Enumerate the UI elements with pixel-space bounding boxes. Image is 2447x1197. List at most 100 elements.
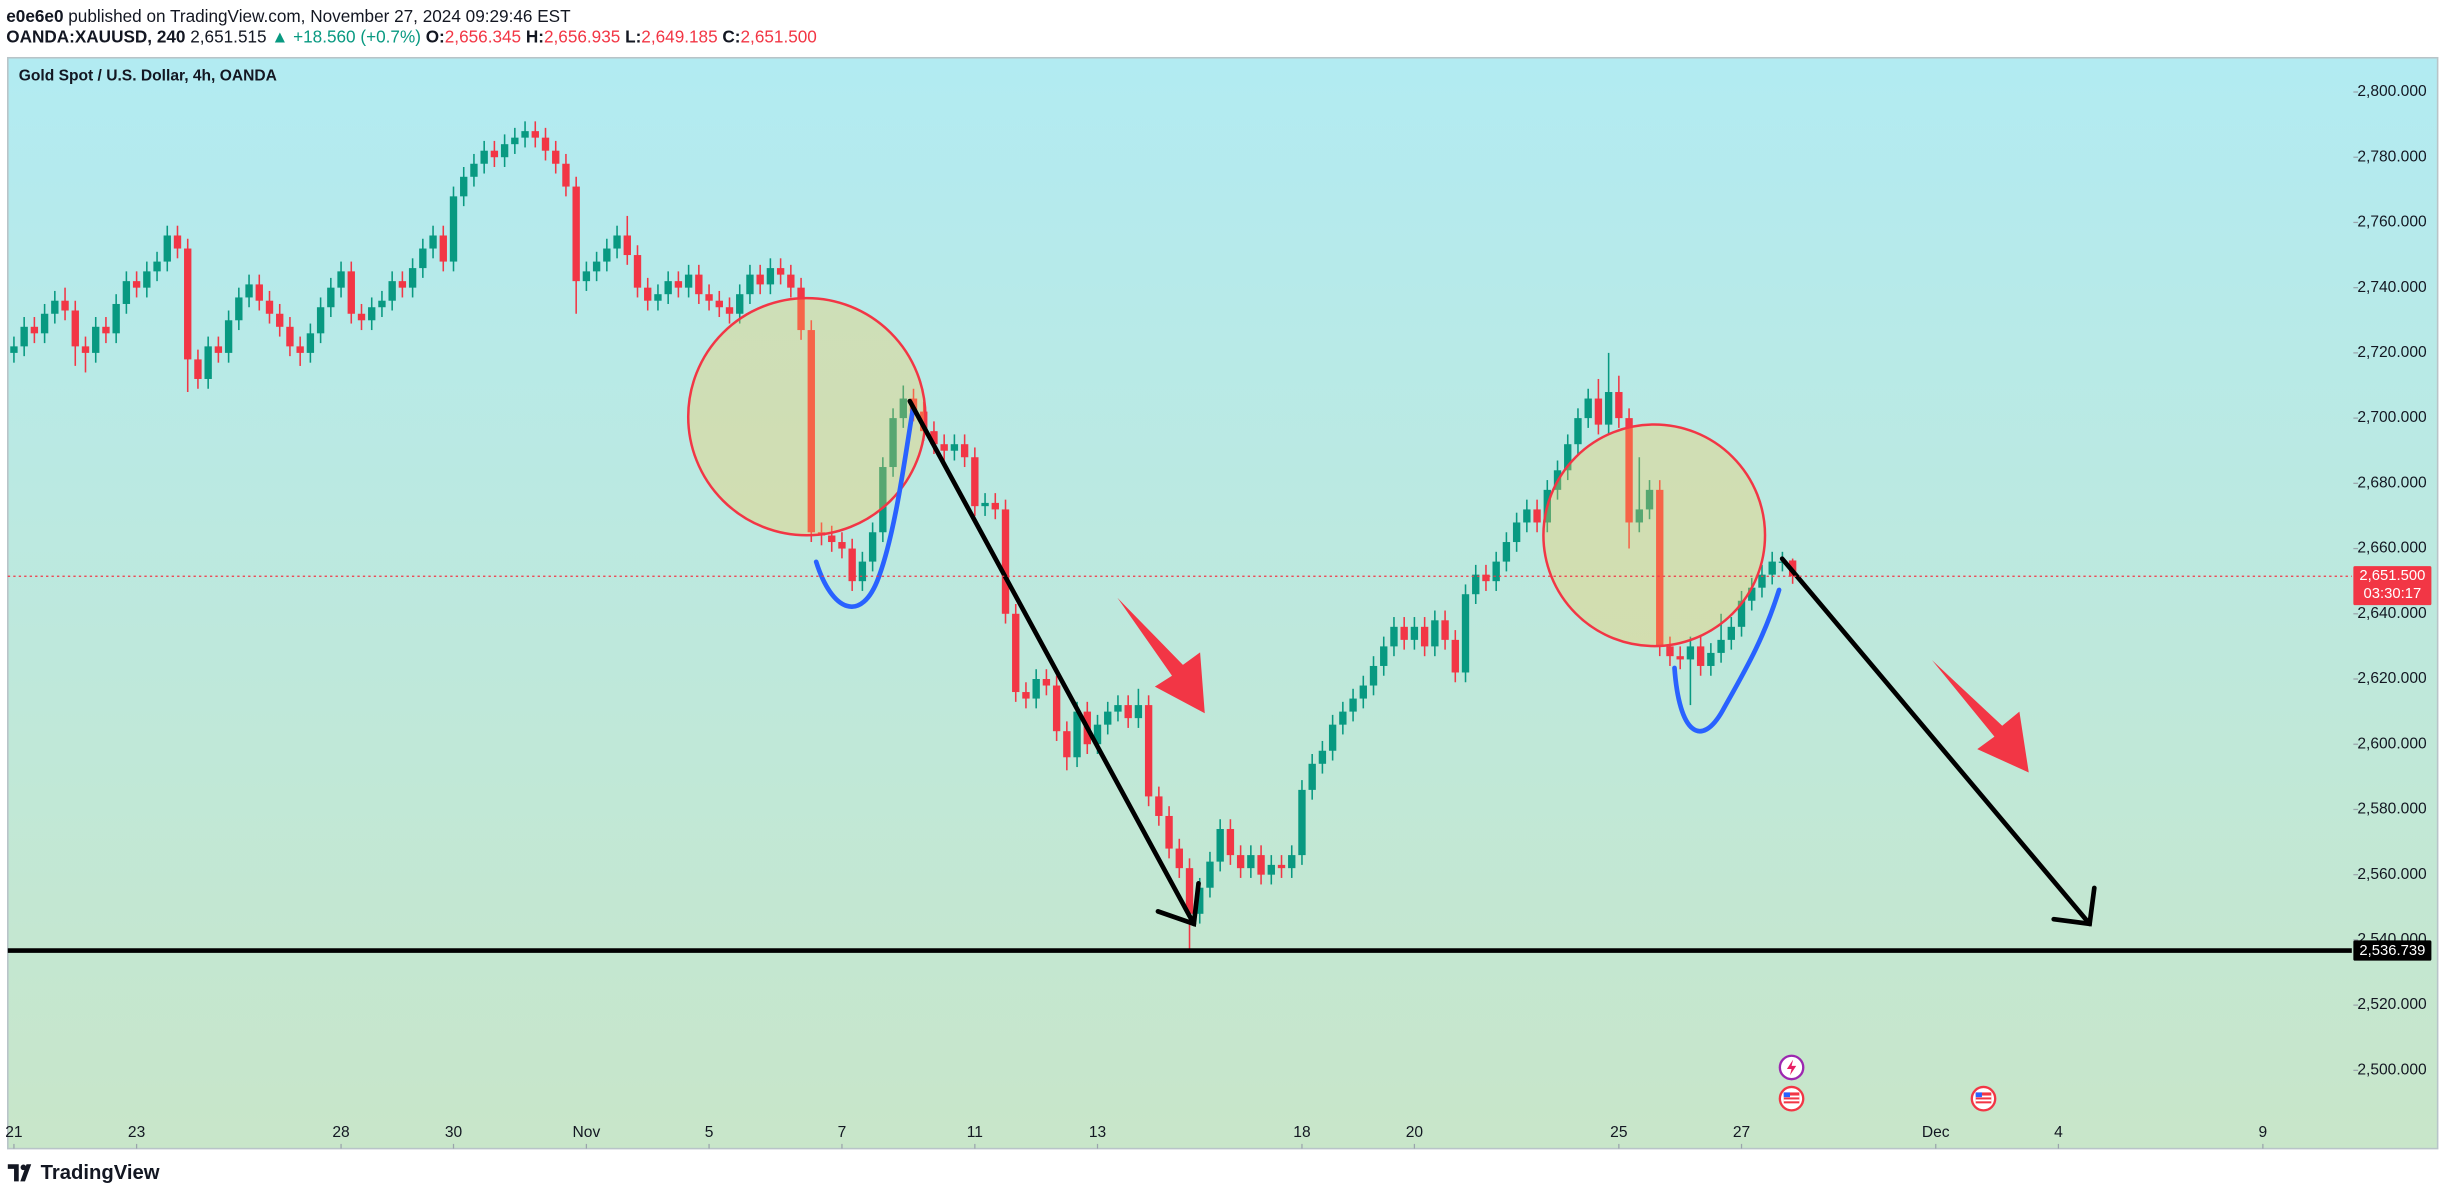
- candle-body: [1451, 639, 1459, 673]
- candle-body: [1420, 626, 1429, 647]
- direction-arrow: [1932, 660, 2029, 773]
- candle-body: [582, 271, 591, 282]
- candle-body: [828, 535, 836, 543]
- event-icon: [1970, 1085, 1997, 1112]
- candle-body: [245, 284, 253, 298]
- candle-body: [756, 274, 764, 285]
- candle-body: [1717, 639, 1725, 653]
- candle-body: [194, 359, 202, 379]
- candle-body: [1696, 646, 1705, 666]
- candle-body: [1359, 685, 1367, 699]
- candle-body: [531, 131, 539, 138]
- ohlc-key: H:: [526, 26, 544, 46]
- candle-body: [776, 268, 785, 275]
- candle-body: [613, 235, 621, 249]
- candle-body: [173, 235, 182, 249]
- candle-body: [1574, 418, 1582, 445]
- candles: [10, 121, 1797, 950]
- candle-body: [633, 255, 642, 288]
- x-tick-label: 4: [2054, 1124, 2063, 1141]
- countdown-label: 03:30:17: [2364, 586, 2422, 602]
- candle-body: [1032, 679, 1040, 699]
- y-tick-label: 2,760.000: [2357, 214, 2427, 231]
- candle-body: [1093, 724, 1102, 745]
- candle-body: [1155, 796, 1163, 816]
- candle-body: [858, 561, 867, 582]
- candle-body: [1737, 600, 1746, 627]
- candle-body: [797, 287, 805, 331]
- candle-body: [1604, 392, 1613, 425]
- candle-body: [1512, 522, 1521, 543]
- candle-body: [1144, 705, 1153, 797]
- candle-body: [511, 137, 519, 145]
- candle-body: [766, 268, 775, 285]
- candle-body: [480, 150, 488, 164]
- candle-body: [1236, 855, 1245, 869]
- candle-body: [920, 411, 928, 432]
- candle-body: [1441, 620, 1449, 640]
- candle-body: [378, 300, 386, 308]
- y-tick-label: 2,580.000: [2357, 801, 2427, 818]
- candle-body: [1748, 587, 1756, 601]
- ohlc-value: 2,656.935: [544, 26, 620, 46]
- candle-body: [265, 300, 274, 314]
- candle-body: [1339, 711, 1347, 725]
- x-tick-label: 18: [1293, 1124, 1310, 1141]
- y-tick-label: 2,620.000: [2357, 670, 2427, 687]
- y-tick-label: 2,600.000: [2357, 735, 2427, 752]
- candle-body: [1308, 763, 1316, 790]
- ohlc-key: L:: [625, 26, 641, 46]
- candle-body: [102, 326, 110, 334]
- trend-arrow: [1779, 556, 2097, 927]
- x-tick-label: 13: [1089, 1124, 1106, 1141]
- candle-body: [1175, 848, 1183, 869]
- candle-body: [981, 502, 989, 507]
- candle-body: [787, 274, 795, 288]
- candle-body: [10, 346, 18, 353]
- last-price-label: 2,651.500: [2359, 568, 2425, 584]
- candle-body: [1676, 656, 1684, 660]
- ohlc-key: O:: [426, 26, 445, 46]
- chart-title: Gold Spot / U.S. Dollar, 4h, OANDA: [19, 68, 277, 85]
- candle-body: [1257, 855, 1265, 875]
- event-icon: [1778, 1085, 1805, 1112]
- candle-body: [1226, 829, 1235, 856]
- candle-body: [1277, 864, 1286, 869]
- candle-body: [1124, 705, 1132, 719]
- candle-body: [163, 235, 171, 262]
- candle-body: [71, 310, 79, 347]
- candle-body: [592, 261, 601, 272]
- candle-body: [1369, 665, 1378, 686]
- candle-body: [1052, 685, 1061, 732]
- candle-body: [1707, 652, 1715, 666]
- candle-body: [746, 274, 754, 295]
- candle-body: [61, 300, 69, 311]
- candle-body: [1523, 509, 1531, 523]
- candle-body: [419, 248, 427, 269]
- candle-body: [1492, 561, 1500, 582]
- publish-line: e0e6e0 published on TradingView.com, Nov…: [6, 6, 571, 26]
- ohlc-value: 2,656.345: [445, 26, 521, 46]
- candle-body: [439, 235, 447, 262]
- support-price-box: [2353, 940, 2432, 961]
- candle-body: [1165, 815, 1173, 849]
- support-price-label: 2,536.739: [2359, 943, 2425, 959]
- y-tick-label: 2,680.000: [2357, 474, 2427, 491]
- candle-body: [1410, 626, 1419, 640]
- candle-body: [20, 326, 28, 347]
- x-tick-label: 25: [1610, 1124, 1628, 1141]
- author: e0e6e0: [6, 6, 63, 26]
- published: published on TradingView.com, November 2…: [68, 6, 571, 26]
- candle-body: [960, 444, 969, 458]
- pattern-curve: [1672, 587, 1782, 734]
- candle-body: [1042, 679, 1051, 686]
- y-tick-label: 2,640.000: [2357, 605, 2427, 622]
- x-tick-label: Nov: [573, 1124, 601, 1141]
- candle-body: [899, 398, 907, 419]
- x-tick-label: 23: [128, 1124, 145, 1141]
- candle-body: [1472, 574, 1480, 595]
- y-tick-label: 2,560.000: [2357, 866, 2427, 883]
- last-price-box: [2353, 566, 2432, 606]
- candle-body: [1349, 698, 1357, 712]
- candle-body: [1318, 750, 1327, 764]
